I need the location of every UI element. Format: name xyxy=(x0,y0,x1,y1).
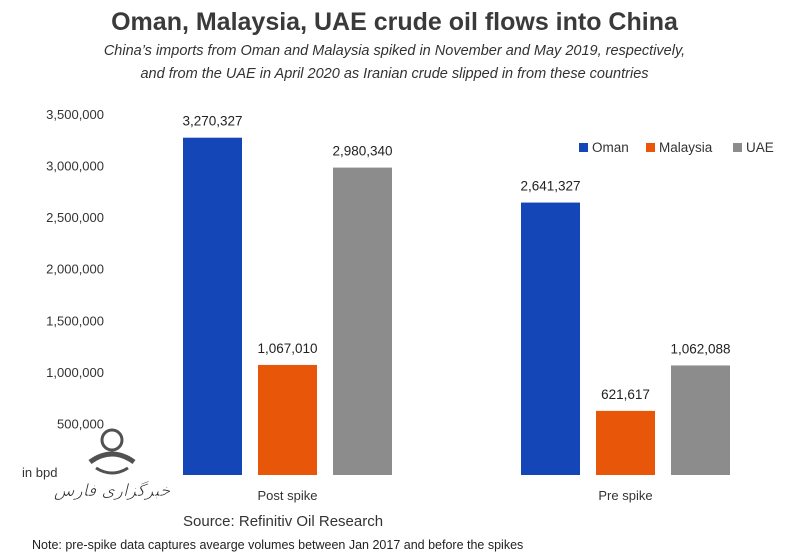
bar-oman-pre-spike xyxy=(521,202,580,475)
y-tick-label: 1,000,000 xyxy=(46,365,104,380)
data-label: 1,067,010 xyxy=(257,341,317,356)
legend-label-oman: Oman xyxy=(592,140,629,155)
y-tick-label: 2,500,000 xyxy=(46,210,104,225)
legend-swatch-oman xyxy=(579,143,588,152)
y-axis-label: in bpd xyxy=(22,465,57,480)
y-tick-label: 500,000 xyxy=(57,416,104,431)
chart-subtitle-line2: and from the UAE in April 2020 as Irania… xyxy=(140,66,649,82)
watermark-text: خبرگزاری فارس xyxy=(54,480,171,501)
legend-label-malaysia: Malaysia xyxy=(659,140,713,155)
bar-uae-pre-spike xyxy=(671,365,730,475)
data-label: 2,980,340 xyxy=(332,144,392,159)
y-tick-label: 2,000,000 xyxy=(46,262,104,277)
bar-malaysia-pre-spike xyxy=(596,410,655,475)
y-tick-label: 1,500,000 xyxy=(46,313,104,328)
legend-label-uae: UAE xyxy=(746,140,774,155)
x-category-label: Pre spike xyxy=(598,488,652,503)
bar-oman-post-spike xyxy=(183,137,242,475)
source-note: Source: Refinitiv Oil Research xyxy=(183,513,384,530)
y-tick-label: 3,500,000 xyxy=(46,107,104,122)
chart-title: Oman, Malaysia, UAE crude oil flows into… xyxy=(111,8,678,36)
bar-malaysia-post-spike xyxy=(258,364,317,475)
y-tick-label: 3,000,000 xyxy=(46,159,104,174)
footnote: Note: pre-spike data captures avearge vo… xyxy=(32,538,524,552)
data-label: 621,617 xyxy=(601,387,650,402)
data-label: 1,062,088 xyxy=(670,341,730,356)
legend-swatch-malaysia xyxy=(646,143,655,152)
data-label: 2,641,327 xyxy=(520,179,580,194)
bar-uae-post-spike xyxy=(333,167,392,475)
x-category-label: Post spike xyxy=(258,488,318,503)
legend-swatch-uae xyxy=(733,143,742,152)
watermark-logo: خبرگزاری فارس xyxy=(53,428,171,501)
data-label: 3,270,327 xyxy=(182,114,242,129)
chart-subtitle-line1: China’s imports from Oman and Malaysia s… xyxy=(103,43,686,59)
